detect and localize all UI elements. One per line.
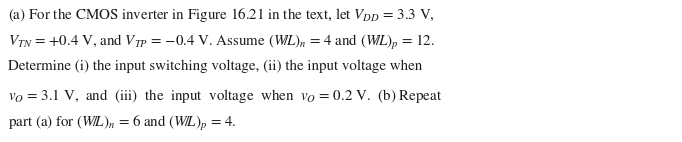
Text: $v_O$ = 3.1 V,  and  (iii)  the  input  voltage  when  $v_O$ = 0.2 V.  (b) Repea: $v_O$ = 3.1 V, and (iii) the input volta… — [8, 87, 443, 105]
Text: part (a) for $(W\!/\!L)_n$ = 6 and $(W\!/\!L)_p$ = 4.: part (a) for $(W\!/\!L)_n$ = 6 and $(W\!… — [8, 114, 237, 133]
Text: $V_{TN}$ = +0.4 V, and $V_{TP}$ = $-$0.4 V. Assume $(W\!/\!L)_n$ = 4 and $(W\!/\: $V_{TN}$ = +0.4 V, and $V_{TP}$ = $-$0.4… — [8, 33, 435, 52]
Text: Determine (i) the input switching voltage, (ii) the input voltage when: Determine (i) the input switching voltag… — [8, 60, 422, 73]
Text: (a) For the CMOS inverter in Figure 16.21 in the text, let $V_{DD}$ = 3.3 V,: (a) For the CMOS inverter in Figure 16.2… — [8, 6, 435, 24]
